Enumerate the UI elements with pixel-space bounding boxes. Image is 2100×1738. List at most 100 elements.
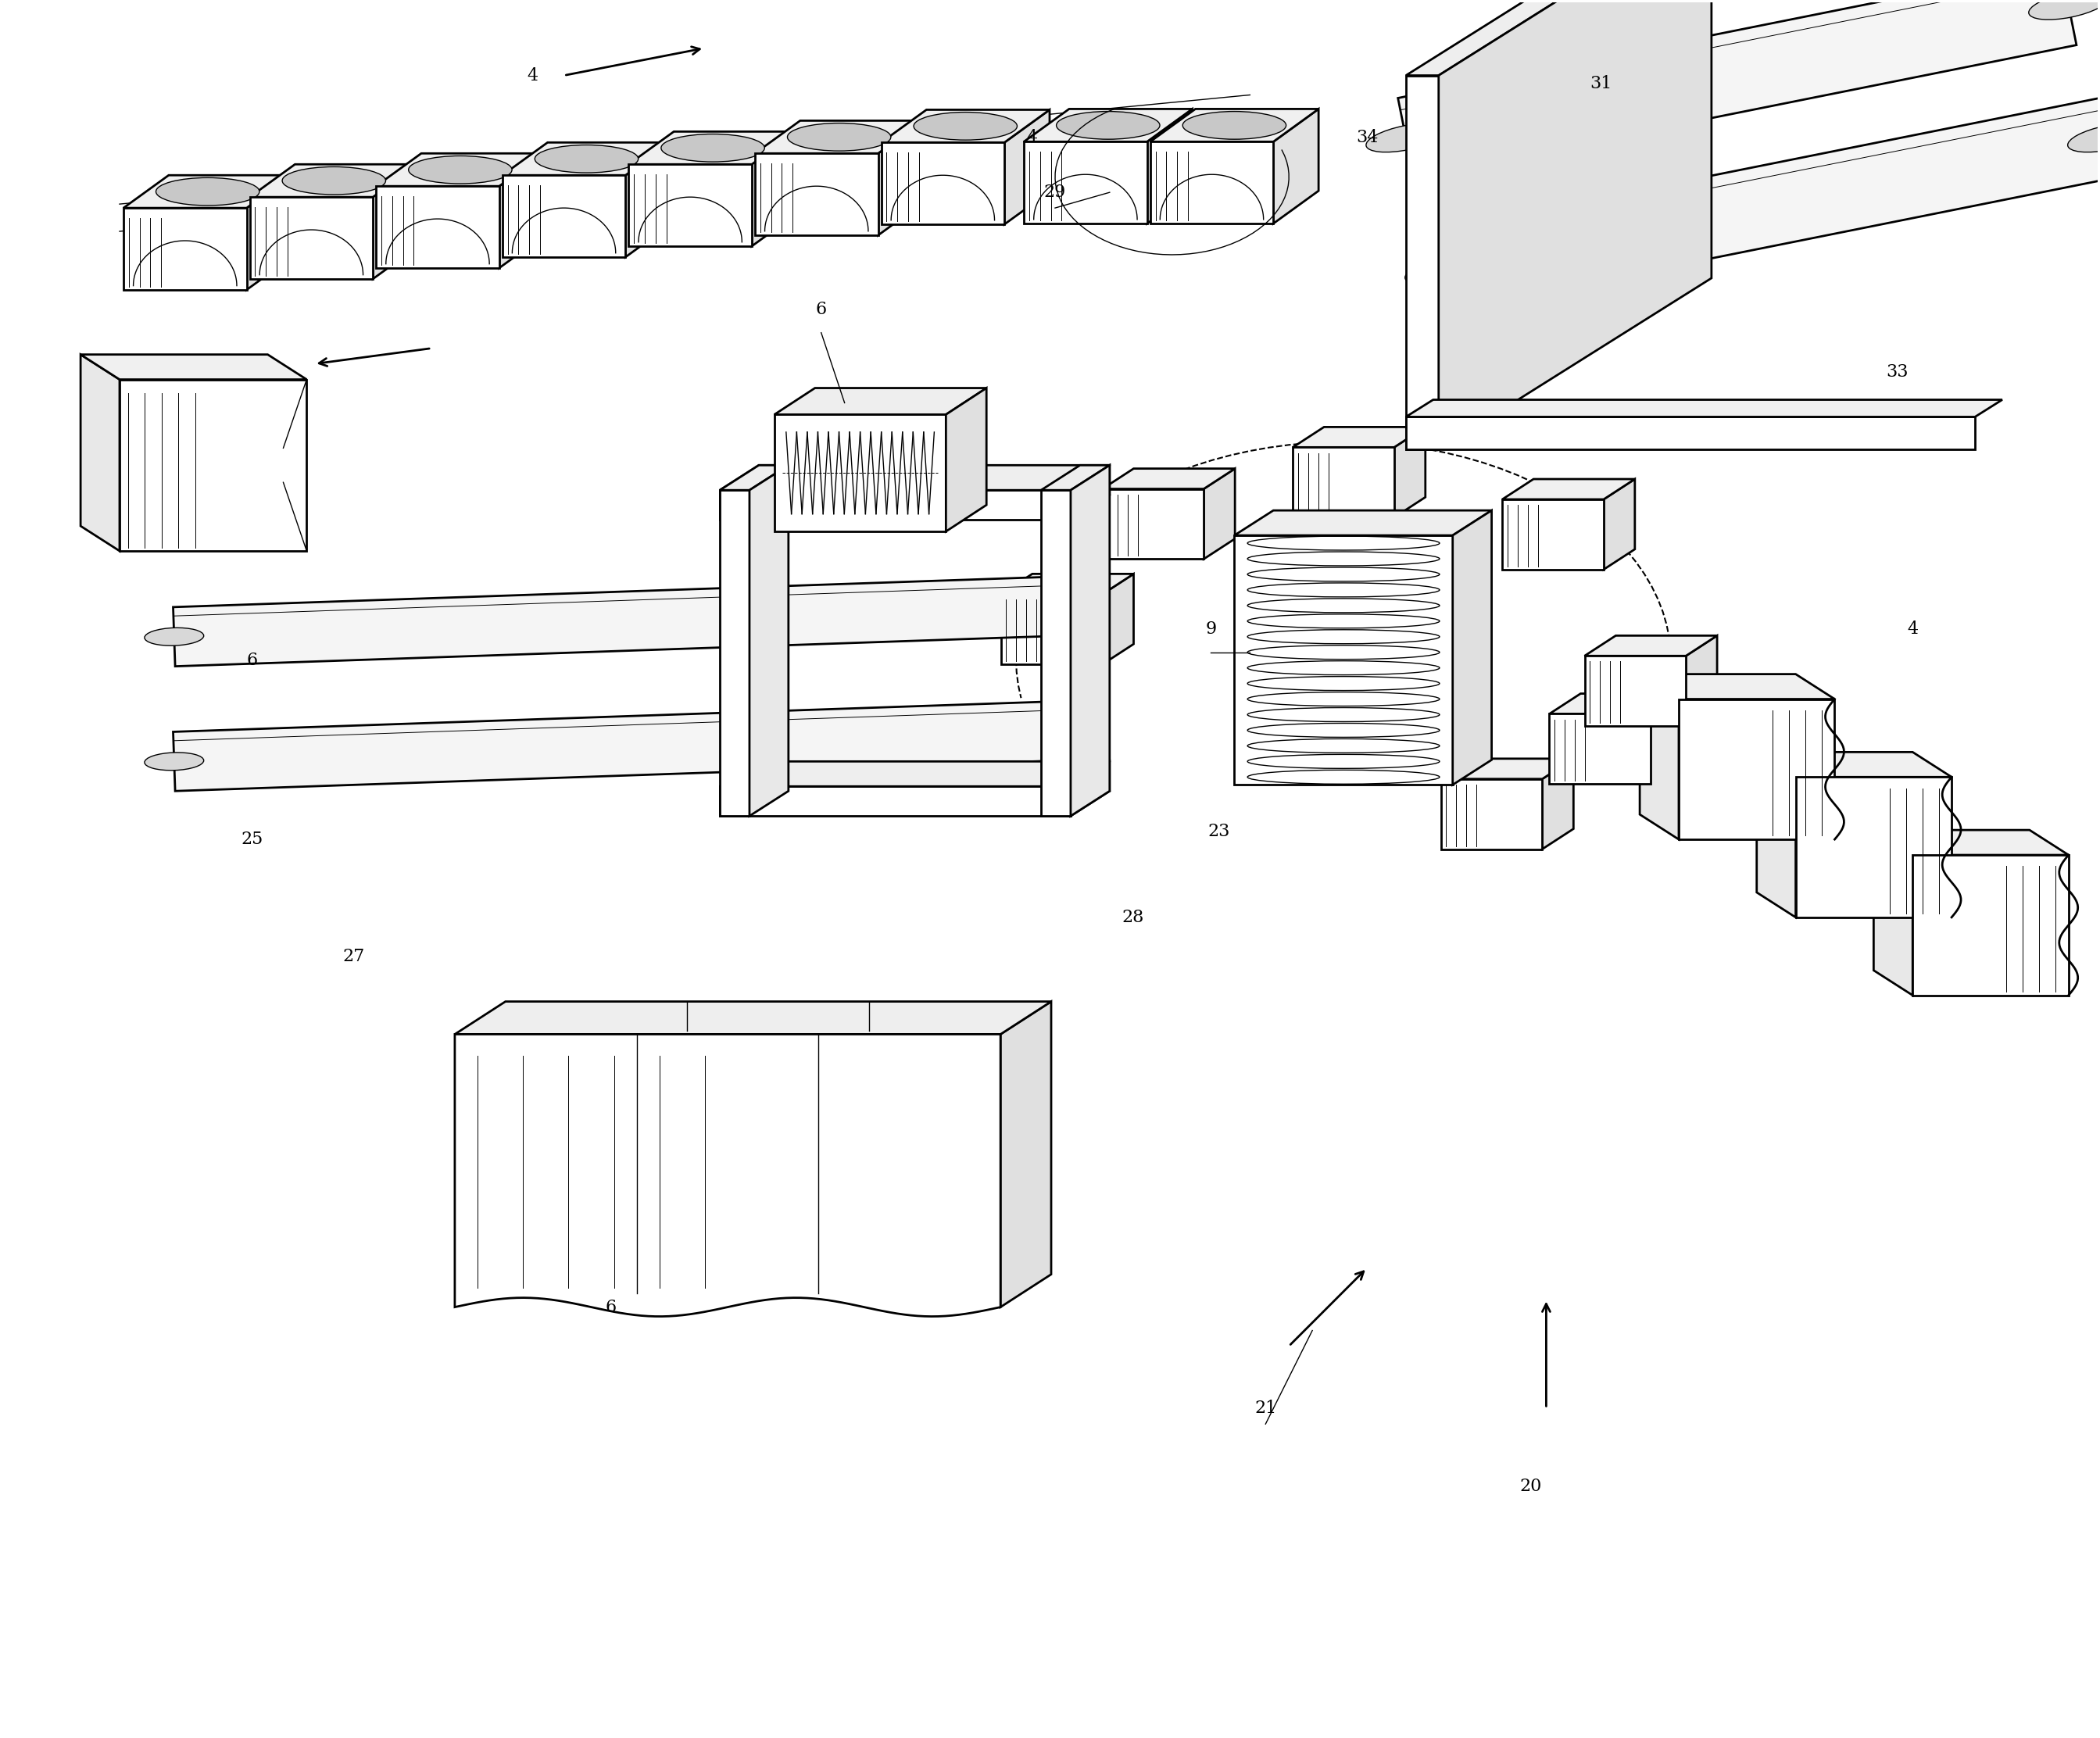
Polygon shape (1147, 109, 1193, 224)
Text: 31: 31 (1590, 75, 1613, 92)
Polygon shape (124, 176, 292, 209)
Text: 4: 4 (527, 66, 538, 83)
Polygon shape (1002, 574, 1134, 594)
Polygon shape (1042, 466, 1109, 490)
Polygon shape (1294, 447, 1394, 518)
Polygon shape (502, 143, 670, 176)
Polygon shape (720, 761, 1109, 786)
Polygon shape (1151, 143, 1273, 224)
Polygon shape (376, 153, 544, 186)
Polygon shape (172, 700, 1079, 791)
Polygon shape (1873, 831, 1913, 996)
Polygon shape (1405, 75, 1438, 450)
Ellipse shape (788, 123, 890, 151)
Text: 6: 6 (605, 1298, 615, 1316)
Ellipse shape (145, 627, 204, 645)
Polygon shape (250, 196, 374, 278)
Polygon shape (1604, 480, 1634, 570)
Polygon shape (1441, 779, 1541, 850)
Polygon shape (720, 466, 788, 490)
Text: 28: 28 (1121, 909, 1144, 926)
Polygon shape (1686, 636, 1718, 726)
Text: 21: 21 (1254, 1399, 1277, 1416)
Text: 27: 27 (342, 947, 365, 965)
Polygon shape (1405, 0, 1711, 75)
Polygon shape (1394, 428, 1426, 518)
Text: 23: 23 (1207, 824, 1231, 839)
Polygon shape (1399, 0, 2077, 177)
Polygon shape (1025, 143, 1147, 224)
Polygon shape (1873, 831, 2068, 855)
Polygon shape (720, 786, 1071, 817)
Ellipse shape (1056, 111, 1159, 139)
Polygon shape (945, 388, 987, 532)
Ellipse shape (1367, 123, 1445, 153)
Polygon shape (456, 1001, 1052, 1034)
Text: 6: 6 (815, 301, 827, 318)
Polygon shape (1004, 109, 1050, 224)
Ellipse shape (410, 156, 512, 184)
Polygon shape (80, 355, 307, 379)
Polygon shape (1439, 0, 1711, 450)
Polygon shape (1102, 488, 1203, 560)
Text: 20: 20 (1520, 1477, 1541, 1495)
Polygon shape (1294, 428, 1426, 447)
Polygon shape (754, 120, 924, 153)
Polygon shape (1071, 466, 1109, 817)
Polygon shape (1071, 761, 1109, 817)
Polygon shape (1586, 655, 1686, 726)
Polygon shape (124, 209, 246, 290)
Polygon shape (1640, 674, 1835, 699)
Polygon shape (775, 388, 987, 415)
Polygon shape (1501, 499, 1604, 570)
Polygon shape (1405, 400, 2001, 417)
Polygon shape (1550, 693, 1682, 714)
Polygon shape (1235, 511, 1491, 535)
Polygon shape (120, 379, 307, 551)
Polygon shape (456, 1034, 1000, 1316)
Polygon shape (1405, 417, 1974, 450)
Polygon shape (1651, 693, 1682, 784)
Polygon shape (720, 490, 1071, 520)
Polygon shape (1102, 469, 1235, 488)
Ellipse shape (1182, 111, 1285, 139)
Text: 34: 34 (1357, 129, 1378, 146)
Polygon shape (1550, 714, 1651, 784)
Polygon shape (720, 490, 750, 817)
Ellipse shape (1048, 721, 1109, 739)
Polygon shape (1235, 535, 1453, 786)
Polygon shape (775, 415, 945, 532)
Text: 9: 9 (1205, 620, 1216, 638)
Polygon shape (1795, 777, 1951, 918)
Text: 25: 25 (242, 831, 262, 848)
Polygon shape (754, 153, 878, 235)
Text: 29: 29 (1044, 184, 1067, 202)
Polygon shape (502, 176, 626, 257)
Ellipse shape (1405, 255, 1485, 285)
Polygon shape (1501, 480, 1634, 499)
Text: 33: 33 (1886, 363, 1909, 381)
Ellipse shape (662, 134, 764, 162)
Ellipse shape (1048, 596, 1109, 615)
Polygon shape (1042, 490, 1071, 817)
Polygon shape (500, 153, 544, 268)
Polygon shape (1273, 109, 1319, 224)
Polygon shape (1913, 855, 2068, 996)
Polygon shape (882, 143, 1004, 224)
Polygon shape (1151, 109, 1319, 143)
Polygon shape (750, 466, 788, 817)
Polygon shape (1640, 674, 1678, 839)
Polygon shape (250, 165, 418, 196)
Polygon shape (1678, 699, 1835, 839)
Polygon shape (628, 132, 798, 165)
Polygon shape (376, 186, 500, 268)
Polygon shape (374, 165, 418, 278)
Polygon shape (246, 176, 292, 290)
Polygon shape (1203, 469, 1235, 560)
Polygon shape (626, 143, 670, 257)
Ellipse shape (536, 144, 638, 172)
Polygon shape (1000, 1001, 1052, 1307)
Ellipse shape (155, 177, 260, 205)
Ellipse shape (2029, 0, 2100, 19)
Ellipse shape (145, 753, 204, 770)
